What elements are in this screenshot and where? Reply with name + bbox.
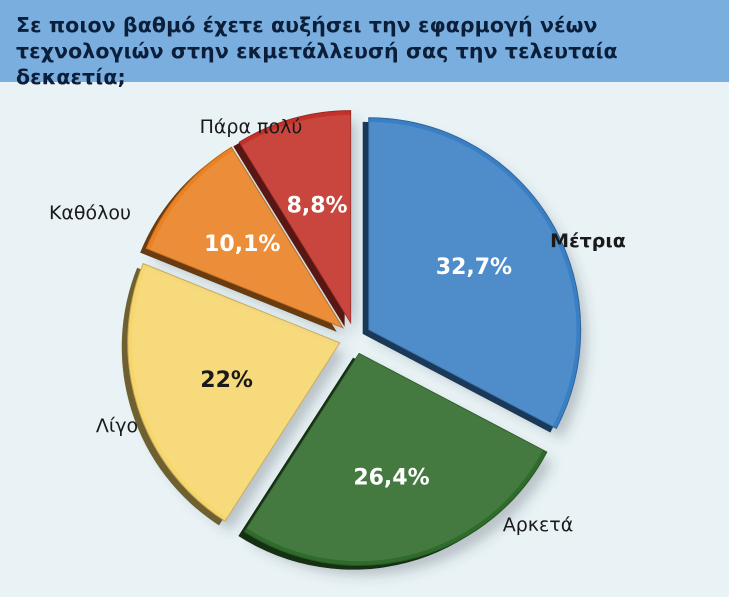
slice-value-label: 8,8% (287, 193, 348, 218)
slice-value-label: 32,7% (436, 255, 512, 280)
slice-category-label: Καθόλου (49, 202, 131, 224)
slice-category-label: Αρκετά (503, 514, 574, 536)
pie-slice-gloss (368, 121, 577, 427)
pie-slice-gloss (131, 265, 340, 518)
pie-slice (368, 117, 582, 430)
pie-slice (127, 262, 341, 522)
slice-value-label: 22% (200, 368, 253, 393)
title-bar: Σε ποιον βαθμό έχετε αυξήσει την εφαρμογ… (0, 0, 729, 89)
slice-category-label: Μέτρια (550, 230, 626, 252)
pie-slice-gloss (150, 150, 343, 328)
slice-value-label: 10,1% (204, 232, 280, 257)
chart-title: Σε ποιον βαθμό έχετε αυξήσει την εφαρμογ… (16, 13, 618, 89)
pie-slice (145, 146, 344, 329)
pie-chart: 32,7% Μέτρια 26,4% Αρκετά 22% Λίγο 10,1% Καθόλο… (49, 110, 626, 576)
pie-slice-gloss (241, 114, 351, 323)
pie-slice (238, 110, 352, 325)
pie-slice-gloss (246, 353, 543, 562)
slice-category-label: Πάρα πολύ (200, 116, 303, 138)
pie-slice (243, 352, 548, 566)
slice-value-label: 26,4% (353, 465, 429, 490)
slice-category-label: Λίγο (96, 415, 138, 437)
